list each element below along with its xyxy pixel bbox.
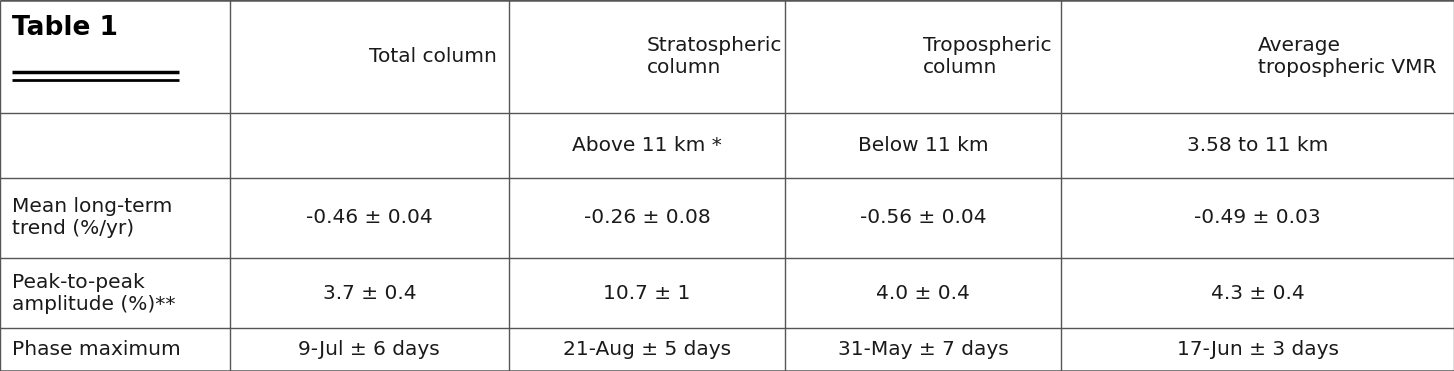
Text: Phase maximum: Phase maximum [12,340,180,359]
Text: Stratospheric
column: Stratospheric column [647,36,782,77]
Text: Average
tropospheric VMR: Average tropospheric VMR [1258,36,1437,77]
Text: 3.58 to 11 km: 3.58 to 11 km [1186,136,1329,155]
Text: 31-May ± 7 days: 31-May ± 7 days [838,340,1009,359]
Text: 9-Jul ± 6 days: 9-Jul ± 6 days [298,340,441,359]
Text: -0.49 ± 0.03: -0.49 ± 0.03 [1194,209,1322,227]
Text: 10.7 ± 1: 10.7 ± 1 [603,283,691,303]
Text: 4.3 ± 0.4: 4.3 ± 0.4 [1211,283,1304,303]
Text: 3.7 ± 0.4: 3.7 ± 0.4 [323,283,416,303]
Text: Above 11 km *: Above 11 km * [571,136,723,155]
Text: -0.46 ± 0.04: -0.46 ± 0.04 [305,209,433,227]
Text: 17-Jun ± 3 days: 17-Jun ± 3 days [1176,340,1339,359]
Text: 4.0 ± 0.4: 4.0 ± 0.4 [877,283,970,303]
Text: Total column: Total column [369,47,497,66]
Text: Mean long-term
trend (%/yr): Mean long-term trend (%/yr) [12,197,172,239]
Text: Table 1: Table 1 [12,15,118,41]
Text: Peak-to-peak
amplitude (%)**: Peak-to-peak amplitude (%)** [12,273,174,313]
Text: -0.26 ± 0.08: -0.26 ± 0.08 [583,209,711,227]
Text: -0.56 ± 0.04: -0.56 ± 0.04 [859,209,987,227]
Text: Tropospheric
column: Tropospheric column [923,36,1051,77]
Text: Below 11 km: Below 11 km [858,136,989,155]
Text: 21-Aug ± 5 days: 21-Aug ± 5 days [563,340,731,359]
